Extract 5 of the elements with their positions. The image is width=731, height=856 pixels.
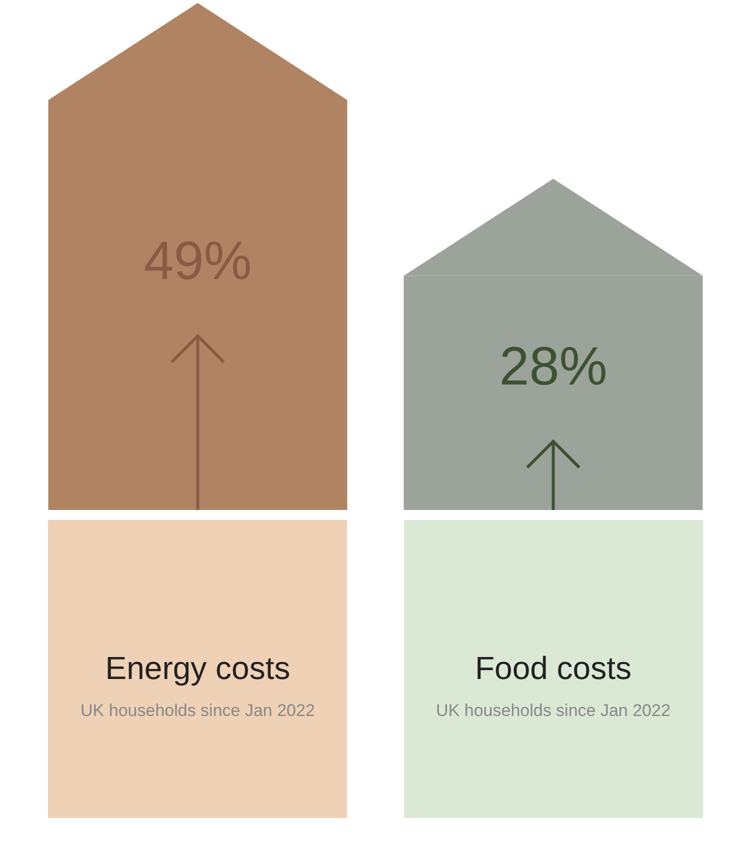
data-label: 28%: [499, 336, 608, 396]
x-tick-label: Energy costs: [104, 650, 292, 687]
x-tick-label: Food costs: [474, 650, 632, 687]
text: UK households since Jan 2022: [80, 701, 316, 721]
text: UK households since Jan 2022: [435, 701, 672, 721]
